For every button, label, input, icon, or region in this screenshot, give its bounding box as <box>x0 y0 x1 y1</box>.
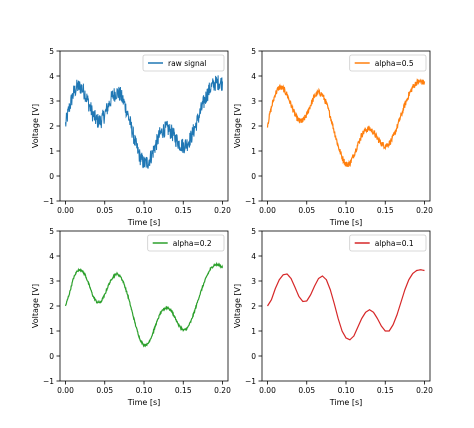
x-axis-label: Time [s] <box>127 398 161 407</box>
y-tick-label: 0 <box>251 172 256 181</box>
y-tick-label: −1 <box>245 197 256 206</box>
y-tick-label: 1 <box>49 147 54 156</box>
axes-frame <box>59 230 229 382</box>
series-line-1 <box>65 75 223 169</box>
y-axis-label: Voltage [V] <box>233 104 242 148</box>
x-tick-label: 0.00 <box>57 206 74 215</box>
legend-label: alpha=0.2 <box>173 239 212 248</box>
y-tick-label: 1 <box>251 147 256 156</box>
x-tick-label: 0.20 <box>214 386 231 395</box>
y-tick-label: 3 <box>49 97 54 106</box>
x-tick-label: 0.00 <box>259 206 276 215</box>
x-tick-label: 0.00 <box>57 386 74 395</box>
x-tick-label: 0.10 <box>136 206 153 215</box>
y-tick-label: −1 <box>43 377 54 386</box>
y-tick-label: −1 <box>245 377 256 386</box>
y-tick-label: 3 <box>251 97 256 106</box>
x-tick-label: 0.15 <box>377 206 394 215</box>
x-axis-label: Time [s] <box>329 218 363 227</box>
y-tick-label: 5 <box>251 227 256 236</box>
y-tick-label: 0 <box>251 352 256 361</box>
x-tick-label: 0.05 <box>298 206 315 215</box>
y-tick-label: 0 <box>49 172 54 181</box>
legend-box <box>147 234 225 252</box>
y-tick-label: 4 <box>49 252 54 261</box>
y-axis-label: Voltage [V] <box>233 284 242 328</box>
y-tick-label: 5 <box>49 227 54 236</box>
legend-box <box>142 54 225 72</box>
y-tick-label: 1 <box>251 327 256 336</box>
legend-box <box>349 234 427 252</box>
x-tick-label: 0.20 <box>214 206 231 215</box>
y-tick-label: 2 <box>251 122 256 131</box>
x-tick-label: 0.15 <box>377 386 394 395</box>
y-axis-label: Voltage [V] <box>31 104 40 148</box>
subplot-1: 0.00 0.05 0.10 0.15 0.20 −1 0 1 2 3 4 5 Time [s] Volt… <box>31 47 231 227</box>
legend: raw signal <box>142 54 225 72</box>
y-tick-label: 5 <box>251 47 256 56</box>
y-tick-label: 2 <box>49 122 54 131</box>
series-line-1 <box>266 269 425 341</box>
legend-label: raw signal <box>168 59 206 68</box>
x-tick-label: 0.20 <box>416 386 433 395</box>
y-axis-label: Voltage [V] <box>31 284 40 328</box>
x-axis-label: Time [s] <box>329 398 363 407</box>
legend: alpha=0.1 <box>349 234 427 252</box>
x-tick-label: 0.05 <box>96 206 113 215</box>
x-tick-label: 0.00 <box>259 386 276 395</box>
x-tick-label: 0.10 <box>338 386 355 395</box>
series-line-1 <box>64 261 224 348</box>
x-tick-label: 0.15 <box>175 386 192 395</box>
y-tick-label: 0 <box>49 352 54 361</box>
y-tick-label: 2 <box>251 302 256 311</box>
axes-frame <box>261 230 431 382</box>
y-tick-label: 1 <box>49 327 54 336</box>
legend: alpha=0.2 <box>147 234 225 252</box>
y-tick-label: −1 <box>43 197 54 206</box>
y-tick-label: 4 <box>251 252 256 261</box>
axes-frame <box>59 50 229 202</box>
y-tick-label: 5 <box>49 47 54 56</box>
x-tick-label: 0.15 <box>175 206 192 215</box>
x-tick-label: 0.05 <box>96 386 113 395</box>
legend-label: alpha=0.5 <box>375 59 414 68</box>
x-tick-label: 0.10 <box>338 206 355 215</box>
subplot-2: 0.00 0.05 0.10 0.15 0.20 −1 0 1 2 3 4 5 Time [s] Volt… <box>233 47 433 227</box>
x-tick-label: 0.05 <box>298 386 315 395</box>
y-tick-label: 3 <box>251 277 256 286</box>
y-tick-label: 4 <box>251 72 256 81</box>
legend: alpha=0.5 <box>349 54 427 72</box>
axes-frame <box>261 50 431 202</box>
y-tick-label: 3 <box>49 277 54 286</box>
x-axis-label: Time [s] <box>127 218 161 227</box>
subplot-3: 0.00 0.05 0.10 0.15 0.20 −1 0 1 2 3 4 5 Time [s] Volt… <box>31 227 231 407</box>
y-tick-label: 4 <box>49 72 54 81</box>
y-tick-label: 2 <box>49 302 54 311</box>
x-tick-label: 0.10 <box>136 386 153 395</box>
series-line-1 <box>266 78 426 167</box>
legend-box <box>349 54 427 72</box>
subplot-4: 0.00 0.05 0.10 0.15 0.20 −1 0 1 2 3 4 5 Time [s] Volt… <box>233 227 433 407</box>
legend-label: alpha=0.1 <box>375 239 414 248</box>
x-tick-label: 0.20 <box>416 206 433 215</box>
